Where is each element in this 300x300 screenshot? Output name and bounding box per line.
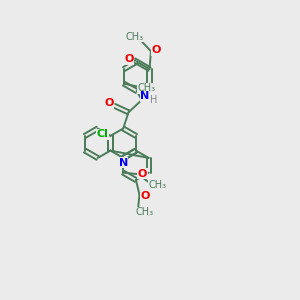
Text: Cl: Cl bbox=[96, 129, 108, 139]
Text: CH₃: CH₃ bbox=[135, 207, 154, 218]
Text: N: N bbox=[140, 92, 149, 101]
Text: O: O bbox=[124, 54, 134, 64]
Text: O: O bbox=[140, 191, 149, 201]
Text: CH₃: CH₃ bbox=[125, 32, 143, 42]
Text: CH₃: CH₃ bbox=[148, 180, 166, 190]
Text: O: O bbox=[138, 169, 147, 178]
Text: N: N bbox=[118, 158, 128, 168]
Text: H: H bbox=[150, 95, 158, 105]
Text: O: O bbox=[104, 98, 114, 109]
Text: O: O bbox=[151, 46, 161, 56]
Text: CH₃: CH₃ bbox=[137, 83, 155, 93]
